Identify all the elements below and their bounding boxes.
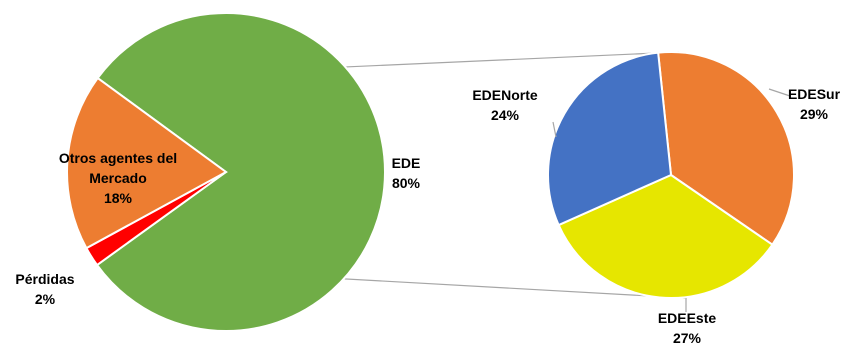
label-line: 27%	[673, 330, 702, 346]
main-pie	[66, 12, 386, 332]
label-line: 80%	[392, 175, 421, 191]
label-line: Mercado	[89, 170, 147, 186]
pie-slice-ede	[95, 12, 386, 332]
main-label-0: EDE 80%	[392, 155, 421, 191]
label-line: 24%	[491, 107, 520, 123]
label-line: EDENorte	[472, 87, 538, 103]
pie-slice-otros-agentes-del-mercado	[66, 76, 228, 250]
label-line: 18%	[104, 190, 133, 206]
secondary-slice-edeeste	[557, 173, 774, 299]
label-line: EDEEste	[658, 310, 717, 326]
secondary-label-1: EDEEste 27%	[658, 310, 717, 346]
secondary-slice-edenorte	[547, 51, 673, 227]
secondary-pie	[547, 51, 795, 299]
leader-line-edenorte	[552, 121, 557, 138]
label-line: EDE	[392, 155, 421, 171]
label-line: EDESur	[788, 86, 841, 102]
secondary-label-2: EDENorte 24%	[472, 87, 538, 123]
label-line: Pérdidas	[15, 271, 74, 287]
main-label-2: Otros agentes del Mercado 18%	[59, 150, 177, 206]
leader-lines	[552, 88, 791, 312]
main-label-1: Pérdidas 2%	[15, 271, 74, 307]
secondary-slice-edesur	[657, 51, 795, 247]
secondary-label-0: EDESur 29%	[788, 86, 841, 122]
label-line: 29%	[800, 106, 829, 122]
leader-line-edesur	[768, 88, 791, 97]
data-labels: EDE 80% Pérdidas 2% Otros agentes del Mercado…	[15, 86, 840, 346]
label-line: Otros agentes del	[59, 150, 177, 166]
label-line: 2%	[35, 291, 56, 307]
